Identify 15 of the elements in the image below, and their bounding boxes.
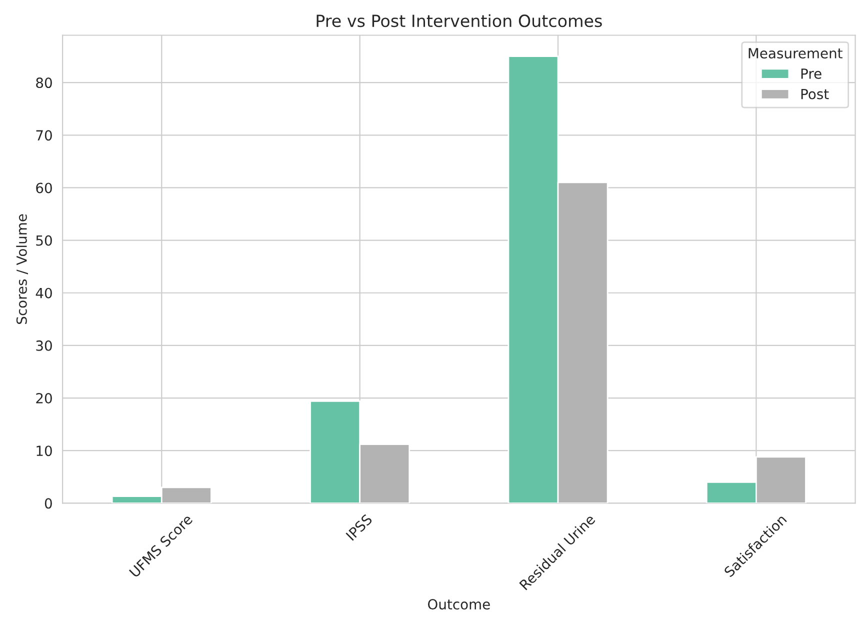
y-tick-label: 80 xyxy=(36,78,52,88)
chart-title: Pre vs Post Intervention Outcomes xyxy=(316,14,602,28)
y-tick-label: 60 xyxy=(36,182,52,194)
legend-label: Pre xyxy=(801,68,822,79)
y-axis-title: Scores / Volume xyxy=(16,214,28,324)
y-tick-label: 10 xyxy=(36,446,52,456)
legend-title: Measurement xyxy=(748,48,842,59)
y-tick-label: 0 xyxy=(44,498,52,509)
y-tick-label: 50 xyxy=(36,235,52,246)
y-tick-label: 20 xyxy=(36,393,52,404)
x-axis-title: Outcome xyxy=(428,599,490,610)
y-tick-label: 30 xyxy=(36,340,52,351)
legend-label: Post xyxy=(801,88,829,100)
y-tick-label: 40 xyxy=(36,288,52,298)
y-tick-label: 70 xyxy=(36,130,52,141)
